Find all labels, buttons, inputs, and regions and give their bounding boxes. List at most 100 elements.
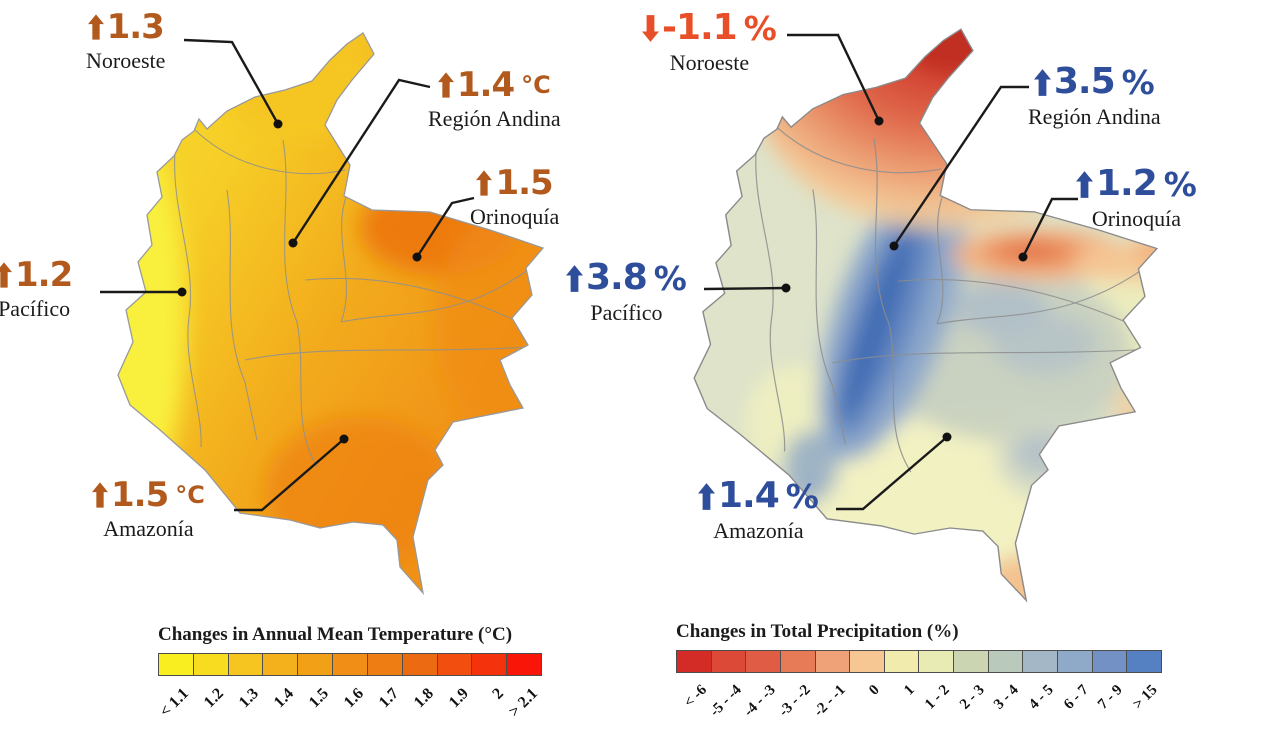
legend-tick-label: 1.9 xyxy=(445,685,472,712)
legend-cell xyxy=(988,651,1024,672)
precipitation-legend-title: Changes in Total Precipitation (%) xyxy=(676,621,959,642)
legend-cell xyxy=(472,654,508,675)
precipitation-color-scale xyxy=(676,650,1162,673)
value-text: 1.5 xyxy=(111,475,169,515)
trend-down-icon xyxy=(642,14,659,42)
legend-tick-label: 1.7 xyxy=(375,685,402,712)
value-text: 3.5 xyxy=(1053,61,1116,102)
annotation-andina-precip: 3.5 % Región Andina xyxy=(1028,64,1161,130)
legend-tick-label: 1.4 xyxy=(271,685,298,712)
legend-cell xyxy=(263,654,299,675)
legend-cell xyxy=(1023,651,1059,672)
trend-up-icon xyxy=(698,482,715,510)
legend-tick-label: 3 - 4 xyxy=(991,682,1023,713)
temperature-scale-labels: < 1.1 1.2 1.3 1.4 1.5 1.6 1.7 1.8 1.9 2 > 2.1 xyxy=(157,676,542,732)
legend-cell xyxy=(193,654,229,675)
legend-cell xyxy=(954,651,989,672)
region-label: Noroeste xyxy=(86,48,166,73)
region-label: Amazonía xyxy=(103,516,194,541)
trend-up-icon xyxy=(437,72,454,98)
legend-tick-label: 2 xyxy=(488,685,507,703)
trend-up-icon xyxy=(0,262,12,288)
legend-tick-label: > 15 xyxy=(1130,682,1161,713)
legend-tick-label: -3 - -2 xyxy=(775,682,814,720)
legend-cell xyxy=(1127,651,1161,672)
legend-cell xyxy=(367,654,403,675)
annotation-value: 1.4 % xyxy=(698,478,819,514)
value-text: 1.3 xyxy=(106,7,165,47)
region-label: Amazonía xyxy=(713,518,804,543)
annotation-noroeste-precip: -1.1 % Noroeste xyxy=(642,10,777,76)
value-text: -1.1 xyxy=(662,7,738,48)
legend-cell xyxy=(919,651,955,672)
region-label: Noroeste xyxy=(669,50,750,75)
value-unit: % xyxy=(653,258,687,298)
legend-tick-label: 0 xyxy=(866,682,884,699)
legend-cell xyxy=(780,651,816,672)
legend-cell xyxy=(159,654,194,675)
legend-cell xyxy=(746,651,781,672)
region-label: Pacífico xyxy=(590,300,663,325)
annotation-value: 3.8 % xyxy=(566,260,687,296)
value-unit: % xyxy=(1121,62,1155,102)
value-unit: % xyxy=(1163,164,1197,204)
legend-cell xyxy=(711,651,747,672)
trend-up-icon xyxy=(476,170,493,196)
legend-cell xyxy=(507,654,541,675)
trend-up-icon xyxy=(566,264,583,292)
legend-cell xyxy=(402,654,438,675)
legend-tick-label: 1.6 xyxy=(340,685,368,712)
value-text: 3.8 xyxy=(586,257,648,298)
annotation-amazonia-temp: 1.5 °C Amazonía xyxy=(92,478,205,542)
annotation-value: 1.5 °C xyxy=(92,478,205,512)
legend-cell xyxy=(437,654,473,675)
colombia-landmass-outline xyxy=(693,28,1159,603)
annotation-value: -1.1 % xyxy=(642,10,777,46)
legend-tick-label: 6 - 7 xyxy=(1060,682,1092,713)
legend-tick-label: < -6 xyxy=(680,682,710,711)
trend-up-icon xyxy=(1076,170,1093,198)
legend-tick-label: 1.8 xyxy=(410,685,437,712)
legend-tick-label: 1.3 xyxy=(236,685,263,712)
colombia-landmass-outline xyxy=(117,32,545,596)
value-text: 1.2 xyxy=(15,255,73,295)
value-unit: °C xyxy=(175,481,205,509)
region-label: Región Andina xyxy=(1028,104,1161,129)
value-unit: °C xyxy=(521,71,551,99)
legend-cell xyxy=(333,654,368,675)
legend-tick-label: 1.2 xyxy=(201,685,228,712)
legend-tick-label: < 1.1 xyxy=(157,685,193,721)
trend-up-icon xyxy=(1033,68,1051,96)
region-label: Pacífico xyxy=(0,296,71,321)
legend-tick-label: 2 - 3 xyxy=(956,682,988,713)
annotation-amazonia-precip: 1.4 % Amazonía xyxy=(698,478,819,544)
legend-tick-label: > 2.1 xyxy=(506,685,542,721)
annotation-value: 1.4 °C xyxy=(437,65,551,105)
temperature-color-scale xyxy=(158,653,542,676)
legend-tick-label: -5 - -4 xyxy=(706,682,745,720)
trend-up-icon xyxy=(92,482,108,508)
legend-tick-label: 1.5 xyxy=(305,685,333,712)
value-unit: % xyxy=(743,8,777,48)
annotation-orinoquia-precip: 1.2 % Orinoquía xyxy=(1076,166,1197,232)
value-text: 1.2 xyxy=(1096,163,1158,204)
legend-cell xyxy=(815,651,851,672)
temperature-legend: Changes in Annual Mean Temperature (°C) … xyxy=(157,624,542,732)
value-unit: % xyxy=(785,476,819,516)
legend-cell xyxy=(850,651,885,672)
annotation-pacifico-precip: 3.8 % Pacífico xyxy=(566,260,687,326)
trend-up-icon xyxy=(87,14,104,40)
value-text: 1.5 xyxy=(495,163,553,203)
value-text: 1.4 xyxy=(456,65,515,105)
temperature-legend-title: Changes in Annual Mean Temperature (°C) xyxy=(158,624,513,645)
legend-cell xyxy=(1058,651,1093,672)
legend-cell xyxy=(298,654,334,675)
annotation-orinoquia-temp: 1.5 Orinoquía xyxy=(470,166,559,230)
legend-tick-label: 4 - 5 xyxy=(1026,682,1057,713)
region-label: Orinoquía xyxy=(470,204,560,229)
legend-cell xyxy=(228,654,264,675)
annotation-value: 1.2 xyxy=(0,255,73,295)
department-boundaries xyxy=(755,127,1143,473)
